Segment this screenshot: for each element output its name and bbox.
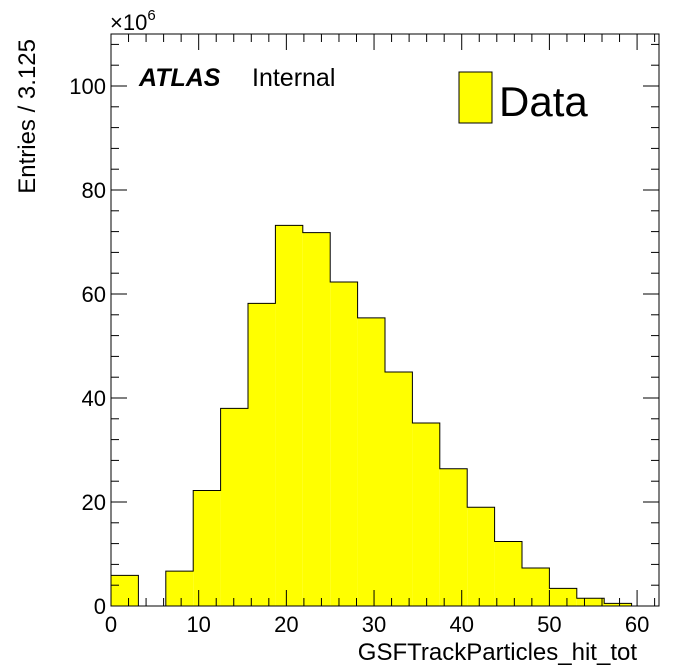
- histogram-bar: [439, 468, 468, 606]
- atlas-status-label: Internal: [252, 64, 335, 92]
- x-tick-label: 20: [274, 612, 298, 637]
- x-tick-label: 50: [537, 612, 561, 637]
- y-tick-label: 0: [94, 594, 106, 619]
- x-tick-label: 40: [449, 612, 473, 637]
- histogram-bar: [576, 598, 605, 606]
- histogram-bar: [467, 507, 495, 606]
- histogram-outline: [110, 224, 659, 607]
- y-tick-label: 100: [69, 74, 106, 99]
- histogram-bars: [110, 224, 659, 607]
- histogram-bar: [248, 303, 276, 606]
- histogram-bar: [302, 232, 331, 606]
- histogram-bar: [165, 571, 194, 606]
- histogram-bar: [330, 282, 358, 606]
- y-multiplier: ×106: [110, 7, 156, 35]
- histogram-bar: [357, 317, 385, 606]
- histogram-bar: [412, 422, 440, 606]
- legend-entry-data: Data: [499, 78, 588, 125]
- x-tick-label: 0: [105, 612, 117, 637]
- y-axis-ticks: 0 20 40 60 80 100: [69, 43, 659, 619]
- histogram-bar: [549, 588, 577, 606]
- legend: Data: [458, 71, 588, 125]
- histogram-bar: [193, 490, 221, 606]
- histogram-bar: [220, 408, 248, 606]
- histogram-bar: [604, 603, 632, 606]
- histogram-bar: [385, 372, 413, 606]
- plot-frame: [110, 33, 660, 607]
- y-tick-label: 80: [82, 178, 106, 203]
- x-axis-ticks: 0 10 20 30 40 50 60: [105, 34, 656, 637]
- legend-swatch: [458, 71, 493, 124]
- x-axis-label: GSFTrackParticles_hit_tot: [358, 639, 638, 666]
- y-tick-label: 20: [82, 490, 106, 515]
- y-tick-label: 60: [82, 282, 106, 307]
- histogram-bar: [522, 568, 550, 606]
- y-axis-label: Entries / 3.125: [14, 39, 41, 194]
- histogram-bar: [275, 225, 303, 607]
- histogram-bar: [111, 575, 139, 606]
- x-tick-label: 60: [625, 612, 649, 637]
- y-tick-label: 40: [82, 386, 106, 411]
- histogram-bar: [494, 541, 522, 606]
- x-tick-label: 30: [362, 612, 386, 637]
- x-tick-label: 10: [186, 612, 210, 637]
- atlas-label: ATLAS: [138, 64, 221, 92]
